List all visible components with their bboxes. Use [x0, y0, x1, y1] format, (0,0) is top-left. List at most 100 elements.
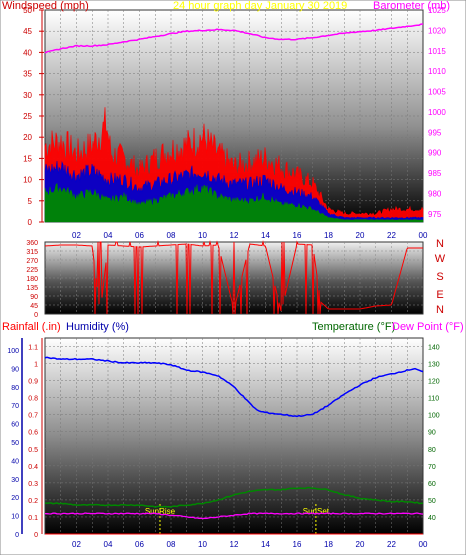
hour-tick-label: 16 [293, 540, 302, 549]
humidity-tick-label: 10 [11, 514, 19, 521]
average-series [44, 183, 424, 223]
compass-label-n: N [436, 238, 444, 250]
humidity-axis-ticks: 0 0.1 0.2 0.3 0.4 0.5 0.6 0.7 0.8 0.9 1 1.1 0 10 20 30 4… [7, 338, 440, 549]
barometer-tick-label: 985 [428, 169, 442, 178]
windspeed-tick-label: 50 [23, 6, 32, 15]
hour-tick-label: 20 [356, 231, 365, 240]
windspeed-tick-label: 30 [23, 91, 32, 100]
direction-tick-label: 270 [26, 258, 38, 265]
direction-tick-label: 135 [26, 285, 38, 292]
windspeed-tick-label: 10 [23, 176, 32, 185]
humidity-data: SunRise SunSet [44, 356, 424, 535]
windspeed-tick-label: 20 [23, 133, 32, 142]
compass-label-e: E [436, 289, 443, 301]
barometer-tick-label: 1020 [428, 26, 446, 35]
barometer-tick-label: 1005 [428, 88, 446, 97]
hour-tick-label: 04 [104, 540, 113, 549]
direction-tick-label: 90 [30, 294, 38, 301]
hour-tick-label: 04 [104, 231, 113, 240]
hour-tick-label: 10 [198, 540, 207, 549]
hour-tick-label: 02 [72, 540, 81, 549]
wind-barometer-panel: 0510152025303540455097598098599099510001… [2, 0, 450, 240]
humidity-tick-label: 70 [11, 403, 19, 410]
direction-tick-label: 180 [26, 276, 38, 283]
hour-tick-label: 06 [135, 540, 144, 549]
sunrise-label: SunRise [145, 507, 176, 516]
direction-tick-label: 225 [26, 267, 38, 274]
temperature-tick-label: 110 [428, 396, 439, 403]
rainfall-tick-label: 0.1 [28, 515, 38, 522]
barometer-tick-label: 1000 [428, 108, 446, 117]
compass-label-s: S [436, 271, 443, 283]
hour-tick-label: 14 [261, 231, 270, 240]
rainfall-tick-label: 0.4 [28, 464, 38, 471]
hour-tick-label: 08 [167, 540, 176, 549]
humidity-series [44, 356, 424, 418]
barometer-tick-label: 1015 [428, 47, 446, 56]
barometer-tick-label: 980 [428, 189, 442, 198]
temperature-axis-label: Temperature (°F) [312, 321, 395, 333]
temperature-tick-label: 130 [428, 362, 440, 369]
humidity-tick-label: 90 [11, 366, 19, 373]
humidity-tick-label: 50 [11, 440, 19, 447]
hour-tick-label: 16 [293, 231, 302, 240]
humidity-axis-label: Humidity (%) [66, 321, 129, 333]
humidity-tick-label: 20 [11, 495, 19, 502]
dewpoint-axis-label: Dew Point (°F) [392, 321, 464, 333]
windspeed-tick-label: 35 [23, 70, 32, 79]
hour-tick-label: 10 [198, 231, 207, 240]
rainfall-tick-label: 0 [34, 532, 38, 539]
humidity-gridlines [45, 338, 423, 534]
rainfall-tick-label: 0.5 [28, 447, 38, 454]
temperature-tick-label: 60 [428, 481, 436, 488]
humidity-tick-label: 0 [15, 532, 19, 539]
barometer-tick-label: 990 [428, 149, 442, 158]
direction-tick-label: 360 [26, 240, 38, 247]
humidity-temperature-panel: SunRise SunSet 00.10.20.30.40.50.60.70.80… [2, 321, 464, 549]
graph-title: 24 hour graph day January 30 2019 [173, 0, 347, 12]
hour-tick-label: 20 [356, 540, 365, 549]
rainfall-tick-label: 0.6 [28, 430, 38, 437]
windspeed-tick-label: 25 [23, 112, 32, 121]
temperature-tick-label: 40 [428, 515, 436, 522]
wind-axis-ticks: 0510152025303540455097598098599099510001… [23, 6, 446, 240]
hour-tick-label: 12 [230, 540, 239, 549]
windspeed-tick-label: 15 [23, 154, 32, 163]
temperature-tick-label: 80 [428, 447, 436, 454]
hour-tick-label: 02 [72, 231, 81, 240]
rainfall-axis-label: Rainfall (.in) [2, 321, 61, 333]
rainfall-tick-label: 1.1 [28, 345, 38, 352]
humidity-tick-label: 80 [11, 385, 19, 392]
compass-label-n: N [436, 304, 444, 316]
rainfall-tick-label: 0.7 [28, 413, 38, 420]
temperature-tick-label: 70 [428, 464, 436, 471]
barometer-axis-label: Barometer (mb) [373, 0, 450, 12]
sunset-label: SunSet [303, 507, 330, 516]
rainfall-tick-label: 0.8 [28, 396, 38, 403]
direction-series [44, 240, 423, 315]
hour-tick-label: 12 [230, 231, 239, 240]
windspeed-axis-label: Windspeed (mph) [2, 0, 89, 12]
temperature-tick-label: 100 [428, 413, 440, 420]
compass-label-w: W [435, 253, 446, 265]
rainfall-tick-label: 0.2 [28, 498, 38, 505]
hour-tick-label: 08 [167, 231, 176, 240]
hour-tick-label: 18 [324, 231, 333, 240]
hour-tick-label: 14 [261, 540, 270, 549]
windspeed-tick-label: 0 [28, 218, 33, 227]
windspeed-tick-label: 40 [23, 48, 32, 57]
direction-data [44, 240, 423, 315]
direction-tick-label: 0 [34, 312, 38, 319]
temperature-series [44, 486, 424, 508]
barometer-tick-label: 1010 [428, 67, 446, 76]
direction-tick-label: 315 [26, 249, 38, 256]
hour-tick-label: 00 [419, 540, 428, 549]
humidity-tick-label: 30 [11, 477, 19, 484]
humidity-tick-label: 60 [11, 422, 19, 429]
humidity-tick-label: 40 [11, 458, 19, 465]
hour-tick-label: 18 [324, 540, 333, 549]
humidity-tick-label: 100 [7, 348, 19, 355]
hour-tick-label: 22 [387, 540, 396, 549]
